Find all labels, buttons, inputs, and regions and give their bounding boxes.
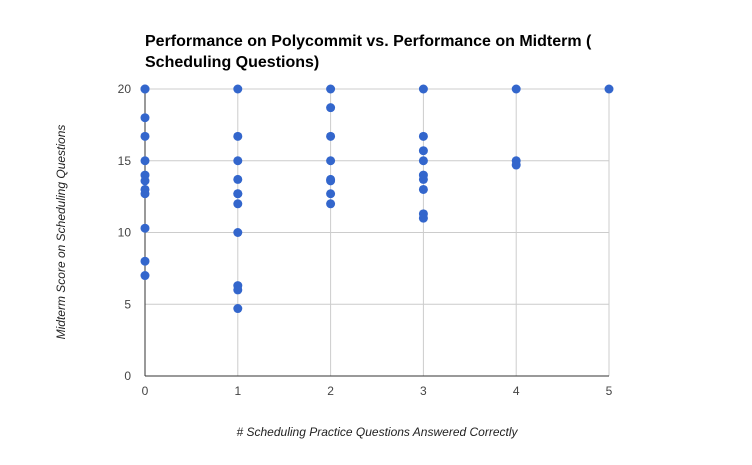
data-point <box>418 174 428 184</box>
data-point <box>511 84 521 94</box>
y-tick-label: 20 <box>118 82 132 96</box>
data-point <box>140 156 150 166</box>
x-axis-label: # Scheduling Practice Questions Answered… <box>236 425 518 439</box>
data-point <box>326 103 336 113</box>
x-tick-label: 5 <box>606 384 613 398</box>
data-point <box>418 84 428 94</box>
data-point <box>233 304 243 314</box>
data-point <box>233 131 243 141</box>
data-point <box>140 223 150 233</box>
data-point <box>140 131 150 141</box>
data-point <box>233 84 243 94</box>
chart-title-line-1: Performance on Polycommit vs. Performanc… <box>145 33 592 50</box>
data-point <box>326 176 336 186</box>
data-point <box>140 189 150 199</box>
data-point <box>233 228 243 237</box>
x-tick-label: 2 <box>327 384 334 398</box>
data-point <box>511 160 521 170</box>
data-point <box>233 199 243 209</box>
data-point <box>418 146 428 156</box>
data-point <box>604 84 614 94</box>
data-point <box>233 174 243 184</box>
x-tick-label: 1 <box>234 384 241 398</box>
data-point <box>418 156 428 166</box>
tick-labels: 0 5 10 15 20 0 1 2 3 4 5 <box>118 82 613 398</box>
data-points <box>140 84 614 314</box>
data-point <box>326 84 336 94</box>
x-tick-label: 4 <box>513 384 520 398</box>
data-point <box>326 156 336 166</box>
data-point <box>233 285 243 295</box>
data-point <box>140 176 150 186</box>
data-point <box>140 84 150 94</box>
data-point <box>233 189 243 199</box>
data-point <box>140 271 150 281</box>
data-point <box>326 189 336 199</box>
data-point <box>140 113 150 123</box>
data-point <box>326 131 336 141</box>
y-tick-label: 15 <box>118 154 132 168</box>
gridlines <box>145 88 610 376</box>
x-tick-label: 0 <box>142 384 149 398</box>
data-point <box>326 199 336 209</box>
y-axis-label: Midterm Score on Scheduling Questions <box>54 125 68 340</box>
data-point <box>233 156 243 166</box>
chart-title-line-2: Scheduling Questions) <box>145 54 319 71</box>
y-tick-label: 10 <box>118 226 132 240</box>
data-point <box>418 131 428 141</box>
y-tick-label: 5 <box>124 297 131 311</box>
x-tick-label: 3 <box>420 384 427 398</box>
y-tick-label: 0 <box>124 369 131 383</box>
data-point <box>418 184 428 194</box>
data-point <box>418 213 428 223</box>
data-point <box>140 256 150 266</box>
